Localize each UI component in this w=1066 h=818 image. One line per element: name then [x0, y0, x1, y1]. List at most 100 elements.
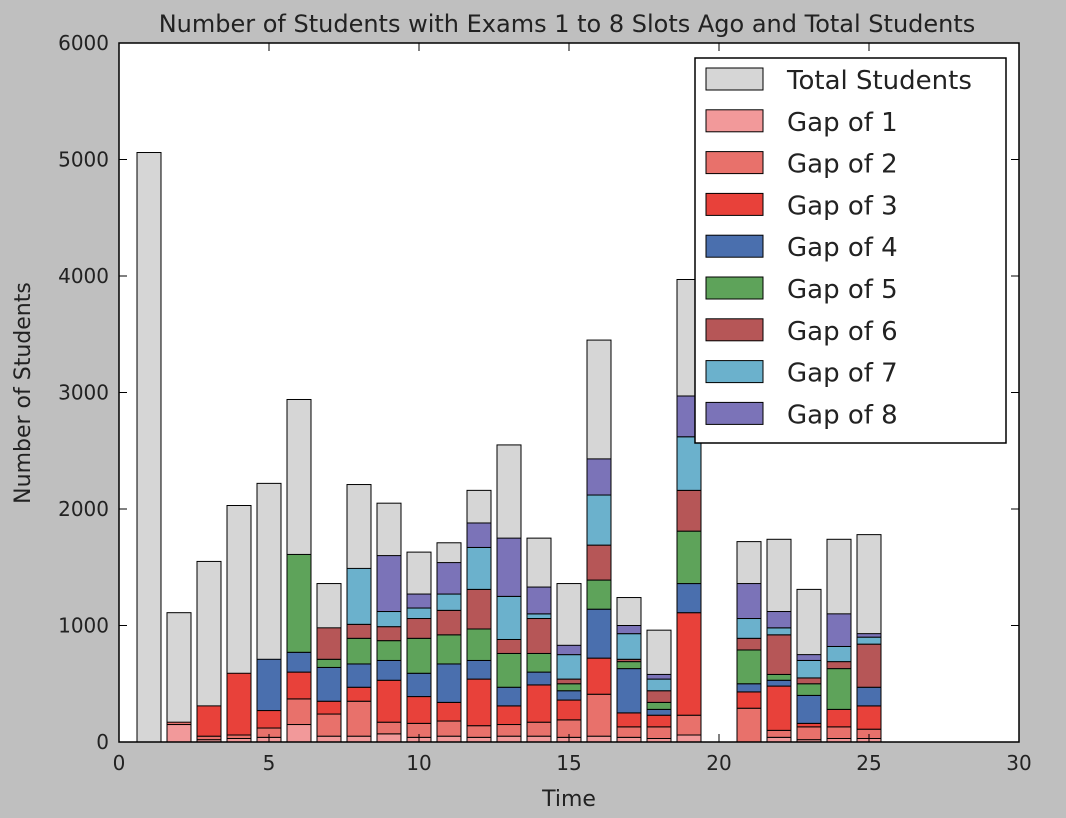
legend: Total Students Gap of 1 Gap of 2 Gap of 3 Ga…	[694, 57, 1007, 444]
x-axis-label: Time	[541, 787, 596, 812]
bar-gap2-x4	[226, 734, 252, 740]
x-tick-label: 15	[556, 751, 581, 775]
bar-gap1-x14	[526, 735, 552, 743]
bar-gap6-x14	[526, 618, 552, 654]
bar-gap5-x21	[736, 649, 762, 685]
bar-gap2-x7	[316, 713, 342, 737]
bar-gap1-x11	[436, 735, 462, 743]
bar-gap1-x13	[496, 735, 522, 743]
bar-gap2-x17	[616, 726, 642, 738]
bar-gap8-x18	[646, 673, 672, 680]
bars-layer	[136, 152, 882, 743]
bar-gap3-x9	[376, 679, 402, 723]
bar-gap5-x13	[496, 652, 522, 688]
y-tick-label: 6000	[58, 31, 109, 55]
legend-label-5: Gap of 5	[787, 275, 898, 305]
legend-label-4: Gap of 4	[787, 233, 898, 263]
bar-gap2-x16	[586, 693, 612, 737]
bar-gap1-x7	[316, 735, 342, 743]
bar-gap8-x12	[466, 522, 492, 548]
legend-label-6: Gap of 6	[787, 317, 898, 347]
bar-gap2-x18	[646, 726, 672, 740]
bar-gap2-x13	[496, 724, 522, 737]
bar-gap6-x11	[436, 609, 462, 636]
bar-gap4-x9	[376, 659, 402, 681]
bar-gap4-x18	[646, 708, 672, 716]
y-tick-label: 0	[96, 730, 109, 754]
bar-gap4-x23	[796, 694, 822, 724]
bar-gap2-x8	[346, 700, 372, 737]
bar-gap5-x22	[766, 673, 792, 681]
legend-label-1: Gap of 1	[787, 108, 898, 138]
bar-gap5-x23	[796, 683, 822, 696]
bar-gap3-x10	[406, 696, 432, 724]
bar-gap6-x22	[766, 634, 792, 675]
bar-gap8-x23	[796, 654, 822, 661]
bar-gap7-x9	[376, 611, 402, 628]
bar-gap4-x7	[316, 666, 342, 702]
bar-gap7-x25	[856, 636, 882, 645]
bar-gap3-x14	[526, 684, 552, 723]
bar-gap6-x24	[826, 661, 852, 670]
bar-gap6-x19	[676, 489, 702, 532]
bar-gap6-x16	[586, 544, 612, 581]
bar-gap7-x14	[526, 613, 552, 620]
bar-gap7-x16	[586, 494, 612, 546]
x-tick-label: 20	[706, 751, 731, 775]
bar-gap4-x10	[406, 672, 432, 698]
bar-gap3-x19	[676, 612, 702, 716]
bar-gap5-x15	[556, 683, 582, 692]
bar-gap7-x10	[406, 607, 432, 620]
legend-label-3: Gap of 3	[787, 191, 898, 221]
bar-gap8-x14	[526, 586, 552, 615]
legend-label-2: Gap of 2	[787, 150, 898, 180]
bar-gap8-x11	[436, 562, 462, 595]
chart-title: Number of Students with Exams 1 to 8 Slo…	[159, 10, 976, 38]
bar-gap3-x6	[286, 671, 312, 700]
bar-gap6-x23	[796, 677, 822, 685]
bar-gap3-x22	[766, 685, 792, 731]
y-tick-label: 4000	[58, 264, 109, 288]
bar-gap4-x6	[286, 651, 312, 673]
legend-label-8: Gap of 8	[787, 400, 898, 430]
bar-gap4-x17	[616, 668, 642, 714]
bar-gap7-x12	[466, 546, 492, 590]
legend-label-0: Total Students	[786, 66, 972, 96]
bar-gap2-x14	[526, 721, 552, 737]
bar-gap3-x5	[256, 710, 282, 729]
bar-gap2-x12	[466, 725, 492, 738]
bar-gap8-x22	[766, 611, 792, 629]
bar-gap3-x13	[496, 705, 522, 726]
bar-gap1-x19	[676, 734, 702, 743]
bar-gap3-x15	[556, 699, 582, 721]
bar-gap4-x12	[466, 659, 492, 680]
bar-gap4-x14	[526, 671, 552, 686]
bar-gap1-x2	[166, 724, 192, 743]
x-tick-label: 10	[406, 751, 431, 775]
bar-gap7-x15	[556, 654, 582, 680]
bar-gap3-x3	[196, 705, 222, 737]
bar-gap7-x13	[496, 595, 522, 640]
bar-gap8-x21	[736, 583, 762, 620]
bar-gap5-x10	[406, 637, 432, 674]
y-tick-label: 5000	[58, 148, 109, 172]
x-tick-label: 25	[856, 751, 881, 775]
ticks-layer: 0 5 10 15 20 25 30 0 1000 2000 3000 4000 5000 6000	[58, 31, 1032, 775]
bar-gap8-x24	[826, 613, 852, 647]
bar-gap4-x8	[346, 663, 372, 688]
bar-gap5-x14	[526, 652, 552, 673]
bar-gap5-x9	[376, 640, 402, 661]
bar-gap7-x23	[796, 659, 822, 679]
bar-gap4-x21	[736, 683, 762, 693]
bar-gap3-x11	[436, 701, 462, 722]
bar-gap3-x21	[736, 691, 762, 709]
bar-gap6-x25	[856, 643, 882, 688]
x-tick-label: 5	[263, 751, 276, 775]
bar-gap3-x8	[346, 686, 372, 702]
bar-gap5-x7	[316, 658, 342, 668]
bar-gap7-x22	[766, 627, 792, 636]
y-tick-label: 1000	[58, 614, 109, 638]
bar-gap1-x6	[286, 724, 312, 743]
